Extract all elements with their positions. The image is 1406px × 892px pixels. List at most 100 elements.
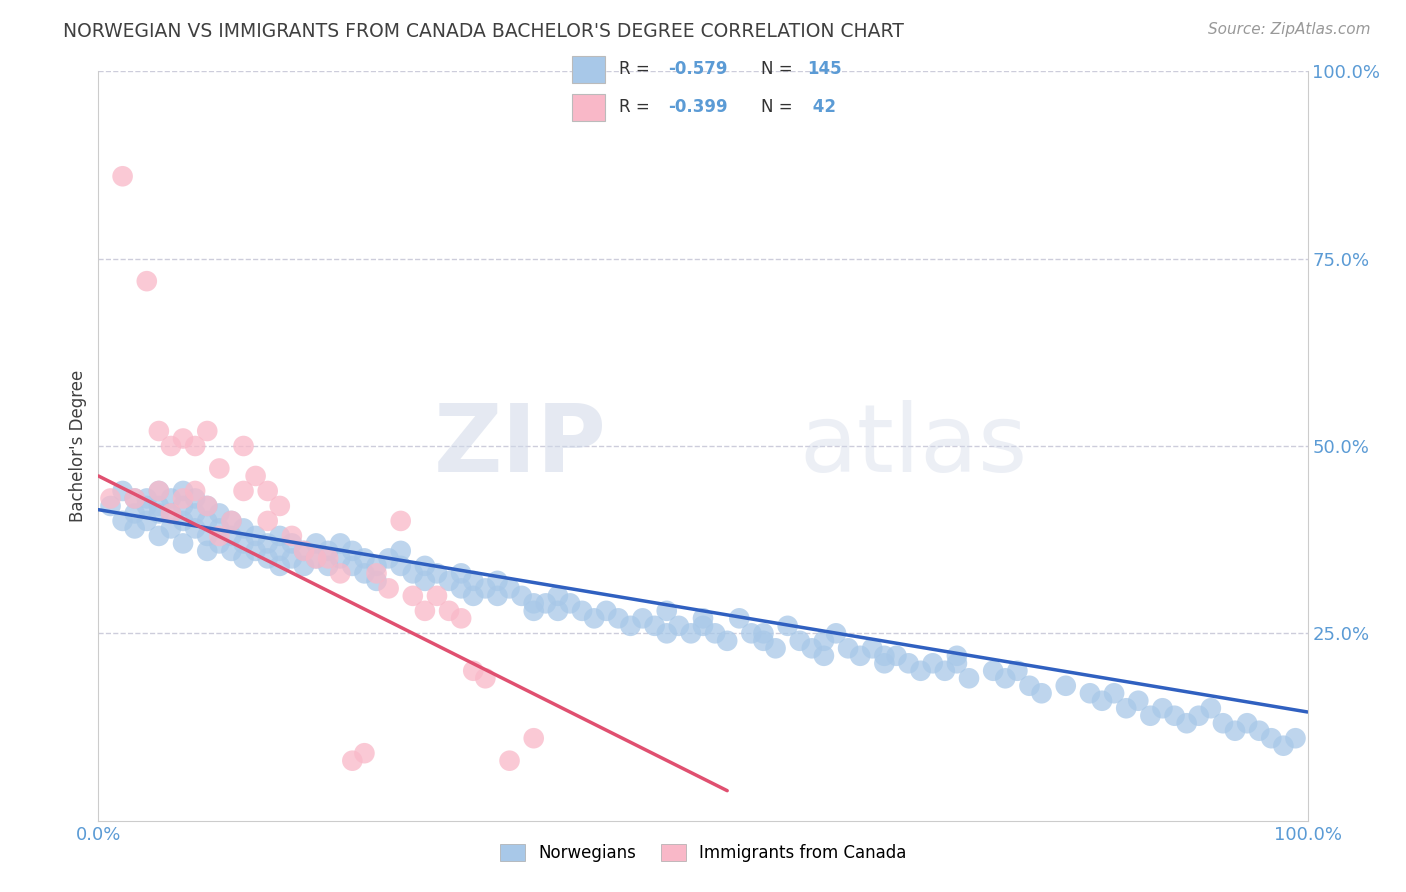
Text: NORWEGIAN VS IMMIGRANTS FROM CANADA BACHELOR'S DEGREE CORRELATION CHART: NORWEGIAN VS IMMIGRANTS FROM CANADA BACH… — [63, 22, 904, 41]
Point — [1188, 708, 1211, 723]
Point — [704, 626, 727, 640]
Point — [679, 626, 702, 640]
Point — [353, 566, 375, 581]
Point — [316, 558, 339, 573]
Point — [148, 483, 170, 498]
Point — [1199, 701, 1222, 715]
Point — [523, 596, 546, 610]
Text: 145: 145 — [807, 60, 842, 78]
Point — [523, 604, 546, 618]
Point — [498, 754, 520, 768]
Point — [316, 544, 339, 558]
Point — [692, 611, 714, 625]
Point — [111, 169, 134, 184]
Point — [910, 664, 932, 678]
Point — [269, 558, 291, 573]
Point — [124, 521, 146, 535]
Point — [305, 551, 328, 566]
Text: Source: ZipAtlas.com: Source: ZipAtlas.com — [1208, 22, 1371, 37]
Point — [1236, 716, 1258, 731]
Point — [1128, 694, 1150, 708]
Point — [148, 483, 170, 498]
Point — [1007, 664, 1029, 678]
Point — [160, 507, 183, 521]
Point — [221, 544, 243, 558]
Point — [256, 551, 278, 566]
Point — [1102, 686, 1125, 700]
Point — [208, 529, 231, 543]
FancyBboxPatch shape — [572, 94, 606, 120]
Point — [426, 589, 449, 603]
Point — [124, 507, 146, 521]
Point — [1139, 708, 1161, 723]
Point — [221, 529, 243, 543]
Point — [1175, 716, 1198, 731]
Point — [1284, 731, 1306, 746]
Point — [160, 439, 183, 453]
Point — [184, 521, 207, 535]
Point — [765, 641, 787, 656]
Text: N =: N = — [761, 60, 797, 78]
Point — [994, 671, 1017, 685]
Point — [256, 514, 278, 528]
Point — [124, 491, 146, 506]
Point — [402, 589, 425, 603]
Point — [148, 499, 170, 513]
Point — [281, 551, 304, 566]
Point — [195, 424, 218, 438]
Point — [886, 648, 908, 663]
Point — [292, 558, 315, 573]
Point — [305, 551, 328, 566]
Point — [389, 558, 412, 573]
Point — [437, 604, 460, 618]
Point — [377, 551, 399, 566]
Text: atlas: atlas — [800, 400, 1028, 492]
Point — [413, 574, 436, 588]
Point — [558, 596, 581, 610]
Point — [342, 544, 364, 558]
Point — [1018, 679, 1040, 693]
Point — [1272, 739, 1295, 753]
Point — [329, 536, 352, 550]
Point — [389, 544, 412, 558]
Point — [245, 469, 267, 483]
Point — [353, 746, 375, 760]
Point — [957, 671, 980, 685]
Point — [486, 589, 509, 603]
Point — [1078, 686, 1101, 700]
Point — [195, 544, 218, 558]
Point — [208, 507, 231, 521]
Point — [450, 582, 472, 596]
Point — [728, 611, 751, 625]
Point — [1223, 723, 1246, 738]
Point — [1249, 723, 1271, 738]
Point — [1115, 701, 1137, 715]
Point — [463, 664, 485, 678]
Point — [837, 641, 859, 656]
Point — [148, 507, 170, 521]
Point — [571, 604, 593, 618]
Point — [366, 558, 388, 573]
Point — [981, 664, 1004, 678]
Point — [463, 574, 485, 588]
Point — [195, 529, 218, 543]
Point — [897, 657, 920, 671]
Point — [232, 439, 254, 453]
Point — [135, 274, 157, 288]
Point — [934, 664, 956, 678]
Point — [547, 589, 569, 603]
Point — [195, 514, 218, 528]
Point — [172, 514, 194, 528]
Point — [450, 611, 472, 625]
Point — [619, 619, 641, 633]
Point — [269, 499, 291, 513]
Point — [946, 648, 969, 663]
Point — [256, 483, 278, 498]
Point — [1212, 716, 1234, 731]
Point — [100, 491, 122, 506]
Point — [221, 514, 243, 528]
Point — [135, 491, 157, 506]
Y-axis label: Bachelor's Degree: Bachelor's Degree — [69, 370, 87, 522]
Point — [510, 589, 533, 603]
Point — [111, 483, 134, 498]
